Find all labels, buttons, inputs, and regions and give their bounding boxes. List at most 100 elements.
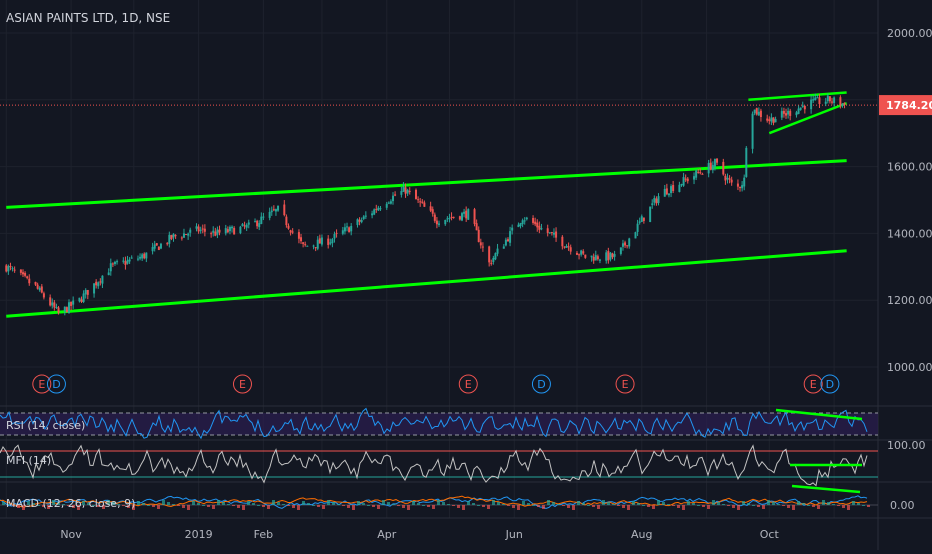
- candle-body[interactable]: [13, 269, 16, 271]
- candle-body[interactable]: [153, 244, 156, 249]
- candle-body[interactable]: [682, 177, 685, 186]
- candle-body[interactable]: [638, 221, 641, 223]
- candle-body[interactable]: [80, 299, 83, 302]
- candle-body[interactable]: [448, 218, 451, 220]
- candle-body[interactable]: [197, 226, 200, 232]
- mfi-label[interactable]: MFI (14): [6, 454, 52, 467]
- candle-body[interactable]: [214, 231, 217, 236]
- candle-body[interactable]: [216, 229, 219, 235]
- candle-body[interactable]: [218, 229, 221, 233]
- candle-body[interactable]: [626, 245, 629, 247]
- channel-trendline[interactable]: [6, 249, 847, 318]
- candle-body[interactable]: [693, 176, 696, 180]
- candle-body[interactable]: [5, 265, 8, 272]
- candle-body[interactable]: [57, 307, 60, 313]
- candle-body[interactable]: [130, 257, 133, 259]
- candle-body[interactable]: [143, 253, 146, 259]
- candle-body[interactable]: [686, 178, 689, 182]
- candle-body[interactable]: [707, 163, 710, 174]
- candle-body[interactable]: [492, 257, 495, 263]
- candle-body[interactable]: [596, 256, 599, 260]
- symbol-title[interactable]: ASIAN PAINTS LTD, 1D, NSE: [6, 11, 171, 25]
- candle-body[interactable]: [9, 265, 12, 268]
- candle-body[interactable]: [141, 254, 144, 259]
- candle-body[interactable]: [598, 259, 601, 261]
- candle-body[interactable]: [260, 216, 263, 224]
- candle-body[interactable]: [429, 206, 432, 211]
- candle-body[interactable]: [387, 202, 390, 204]
- candle-body[interactable]: [525, 217, 528, 220]
- candle-body[interactable]: [70, 301, 73, 306]
- candle-body[interactable]: [274, 209, 277, 212]
- candle-body[interactable]: [95, 281, 98, 286]
- candle-body[interactable]: [678, 184, 681, 192]
- candle-body[interactable]: [302, 242, 305, 244]
- candle-body[interactable]: [722, 161, 725, 175]
- candle-body[interactable]: [63, 306, 66, 312]
- candle-body[interactable]: [49, 297, 52, 306]
- candle-body[interactable]: [782, 110, 785, 114]
- candle-body[interactable]: [277, 205, 280, 211]
- candle-body[interactable]: [362, 216, 365, 219]
- candle-body[interactable]: [594, 255, 597, 261]
- candle-body[interactable]: [824, 101, 827, 104]
- candle-body[interactable]: [231, 226, 234, 229]
- candle-body[interactable]: [210, 233, 213, 235]
- candle-body[interactable]: [155, 243, 158, 246]
- candle-body[interactable]: [199, 229, 202, 231]
- candle-body[interactable]: [532, 218, 535, 223]
- candle-body[interactable]: [300, 237, 303, 242]
- candle-body[interactable]: [496, 248, 499, 254]
- candle-body[interactable]: [550, 232, 553, 234]
- candle-body[interactable]: [655, 198, 658, 204]
- candle-body[interactable]: [24, 272, 27, 276]
- candle-body[interactable]: [751, 113, 754, 149]
- candle-body[interactable]: [136, 258, 139, 260]
- candle-body[interactable]: [768, 119, 771, 122]
- candle-body[interactable]: [494, 253, 497, 260]
- candle-body[interactable]: [408, 190, 411, 192]
- candle-body[interactable]: [86, 289, 89, 295]
- candle-body[interactable]: [446, 218, 449, 220]
- candle-body[interactable]: [540, 228, 543, 230]
- candle-body[interactable]: [187, 233, 190, 236]
- candle-body[interactable]: [168, 234, 171, 244]
- candle-body[interactable]: [523, 220, 526, 222]
- candle-body[interactable]: [318, 238, 321, 244]
- candle-body[interactable]: [239, 226, 242, 234]
- rsi-line[interactable]: [0, 407, 868, 440]
- candle-body[interactable]: [157, 246, 160, 251]
- candle-body[interactable]: [312, 245, 315, 247]
- candle-body[interactable]: [116, 261, 119, 263]
- candle-body[interactable]: [7, 266, 10, 272]
- candle-body[interactable]: [444, 219, 447, 225]
- candle-body[interactable]: [831, 101, 834, 103]
- candle-body[interactable]: [320, 237, 323, 245]
- candle-body[interactable]: [575, 252, 578, 255]
- candle-body[interactable]: [26, 276, 29, 278]
- candle-body[interactable]: [392, 195, 395, 202]
- candle-body[interactable]: [785, 113, 788, 116]
- candle-body[interactable]: [801, 105, 804, 107]
- candle-body[interactable]: [241, 223, 244, 227]
- candle-body[interactable]: [283, 204, 286, 216]
- candle-body[interactable]: [233, 227, 236, 235]
- candle-body[interactable]: [201, 228, 204, 230]
- candle-body[interactable]: [373, 209, 376, 215]
- candle-body[interactable]: [814, 97, 817, 101]
- candle-body[interactable]: [621, 243, 624, 247]
- candle-body[interactable]: [584, 254, 587, 258]
- candle-body[interactable]: [406, 189, 409, 194]
- candle-body[interactable]: [536, 222, 539, 228]
- candle-body[interactable]: [653, 198, 656, 203]
- candle-body[interactable]: [145, 252, 148, 259]
- dividend-event-marker[interactable]: D: [46, 374, 66, 394]
- candle-body[interactable]: [371, 213, 374, 216]
- candle-body[interactable]: [247, 222, 250, 225]
- candle-body[interactable]: [534, 221, 537, 225]
- candle-body[interactable]: [766, 118, 769, 121]
- dividend-event-marker[interactable]: D: [820, 374, 840, 394]
- candle-body[interactable]: [415, 189, 418, 200]
- candle-body[interactable]: [212, 230, 215, 233]
